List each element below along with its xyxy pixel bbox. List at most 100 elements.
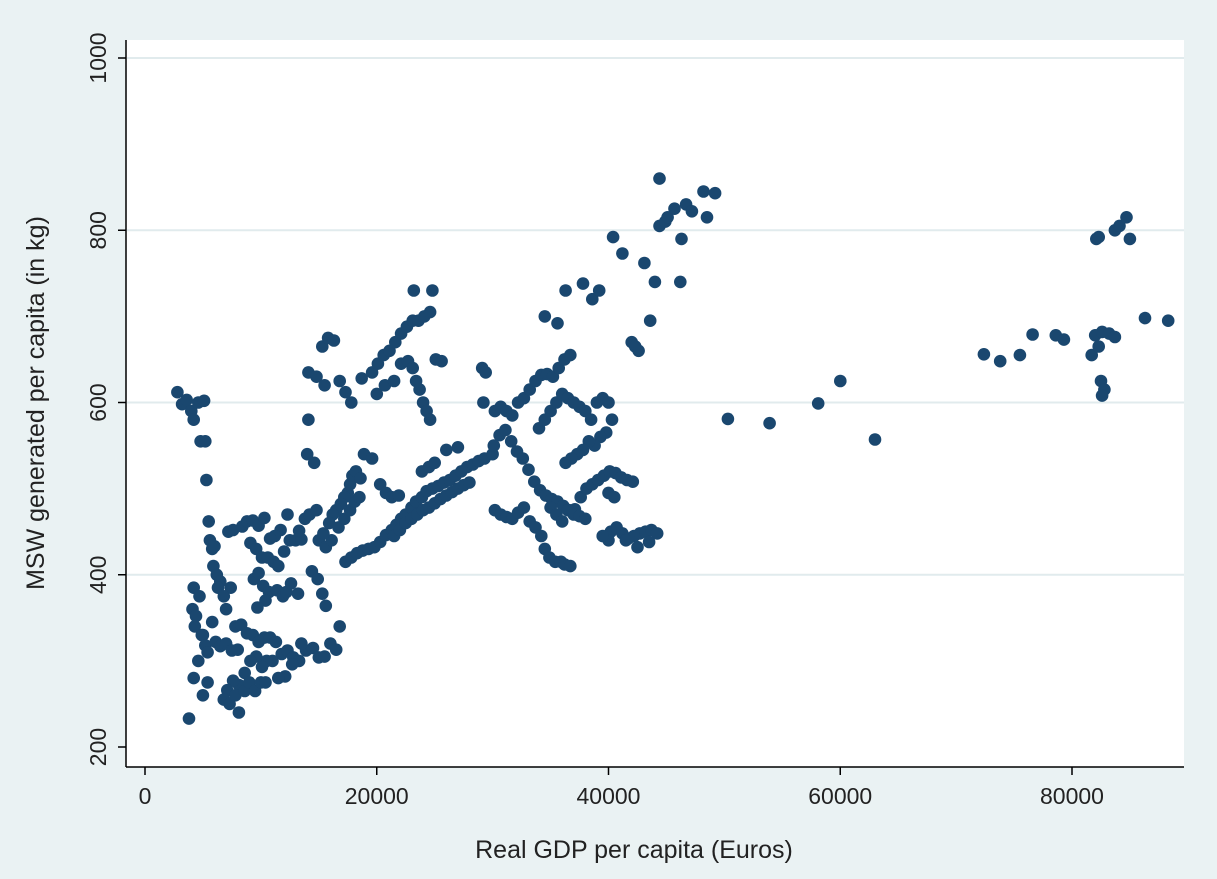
data-point [354, 472, 367, 485]
data-point [1108, 330, 1122, 344]
data-point [605, 413, 619, 427]
data-point [300, 447, 314, 461]
data-point [643, 314, 657, 328]
data-point [319, 599, 333, 613]
data-point [868, 433, 882, 446]
data-point [258, 511, 271, 525]
data-point [517, 501, 531, 514]
data-point [564, 559, 577, 573]
data-point [407, 284, 421, 297]
y-tick-label: 200 [85, 728, 111, 766]
data-point [295, 637, 308, 650]
data-point [318, 650, 331, 663]
data-point [311, 572, 325, 586]
data-point [224, 581, 237, 594]
data-point [187, 671, 200, 685]
data-point [606, 230, 620, 244]
data-point [602, 396, 615, 409]
data-point [451, 441, 465, 454]
data-point [551, 317, 564, 330]
data-point [259, 676, 272, 689]
data-point [392, 489, 406, 502]
data-point [642, 535, 656, 549]
x-tick-label: 40000 [577, 783, 641, 809]
data-point [538, 310, 552, 323]
data-point [387, 374, 401, 388]
data-point [1092, 230, 1105, 244]
data-point [463, 476, 476, 489]
x-axis-title: Real GDP per capita (Euros) [475, 836, 793, 864]
data-point [661, 211, 674, 224]
data-point [685, 205, 699, 218]
data-point [182, 712, 196, 725]
data-point [202, 515, 215, 528]
data-point [811, 397, 825, 410]
y-tick-label: 600 [85, 383, 111, 421]
data-point [579, 512, 592, 526]
y-tick-label: 400 [85, 556, 111, 594]
data-point [189, 609, 203, 623]
data-point [285, 658, 299, 671]
data-point [306, 641, 320, 655]
data-point [423, 413, 437, 427]
data-point [559, 284, 572, 297]
data-point [365, 452, 379, 465]
data-point [272, 671, 285, 685]
data-point [201, 646, 214, 659]
data-point [310, 503, 323, 517]
data-point [697, 185, 710, 198]
data-point [329, 643, 343, 656]
data-point [586, 292, 599, 306]
data-point [993, 354, 1007, 368]
data-point [255, 660, 269, 674]
data-point [592, 284, 606, 297]
data-point [1013, 348, 1027, 362]
data-point [201, 676, 214, 689]
x-tick-label: 20000 [345, 783, 409, 809]
y-tick-label: 800 [85, 211, 111, 249]
data-point [653, 172, 666, 185]
data-point [199, 435, 212, 448]
tick-marks-and-labels: 0 20000 40000 60000 80000 200 400 600 800 1000 [85, 32, 1104, 809]
data-point [193, 590, 206, 603]
data-point [284, 577, 298, 590]
data-point [307, 456, 321, 470]
data-point [226, 674, 240, 687]
scatter-points [171, 172, 1175, 725]
data-point [506, 409, 519, 422]
data-point [252, 566, 265, 580]
data-point [310, 370, 323, 384]
data-point [269, 635, 283, 649]
y-axis-title: MSW generated per capita (in kg) [22, 216, 50, 590]
data-point [277, 545, 291, 558]
data-point [619, 534, 633, 547]
data-point [1095, 389, 1109, 402]
data-point [616, 247, 629, 260]
data-point [196, 689, 210, 702]
data-point [535, 529, 548, 543]
data-point [317, 527, 330, 540]
data-point [487, 439, 501, 452]
data-point [1138, 311, 1152, 325]
data-point [504, 435, 518, 448]
data-point [675, 232, 688, 246]
data-point [322, 516, 336, 530]
data-point [355, 372, 369, 385]
data-point [426, 284, 439, 297]
data-point [318, 379, 331, 392]
data-point [648, 275, 662, 289]
data-point [292, 524, 306, 538]
y-tick-label: 1000 [85, 32, 111, 83]
data-point [626, 475, 640, 489]
data-point [205, 615, 219, 629]
data-point [977, 348, 991, 361]
data-point [302, 413, 315, 427]
data-point [291, 587, 305, 600]
data-point [477, 396, 490, 409]
data-point [1092, 340, 1105, 353]
data-point [763, 416, 776, 430]
data-point [1057, 333, 1071, 346]
data-point [668, 202, 681, 215]
data-point [353, 490, 366, 504]
